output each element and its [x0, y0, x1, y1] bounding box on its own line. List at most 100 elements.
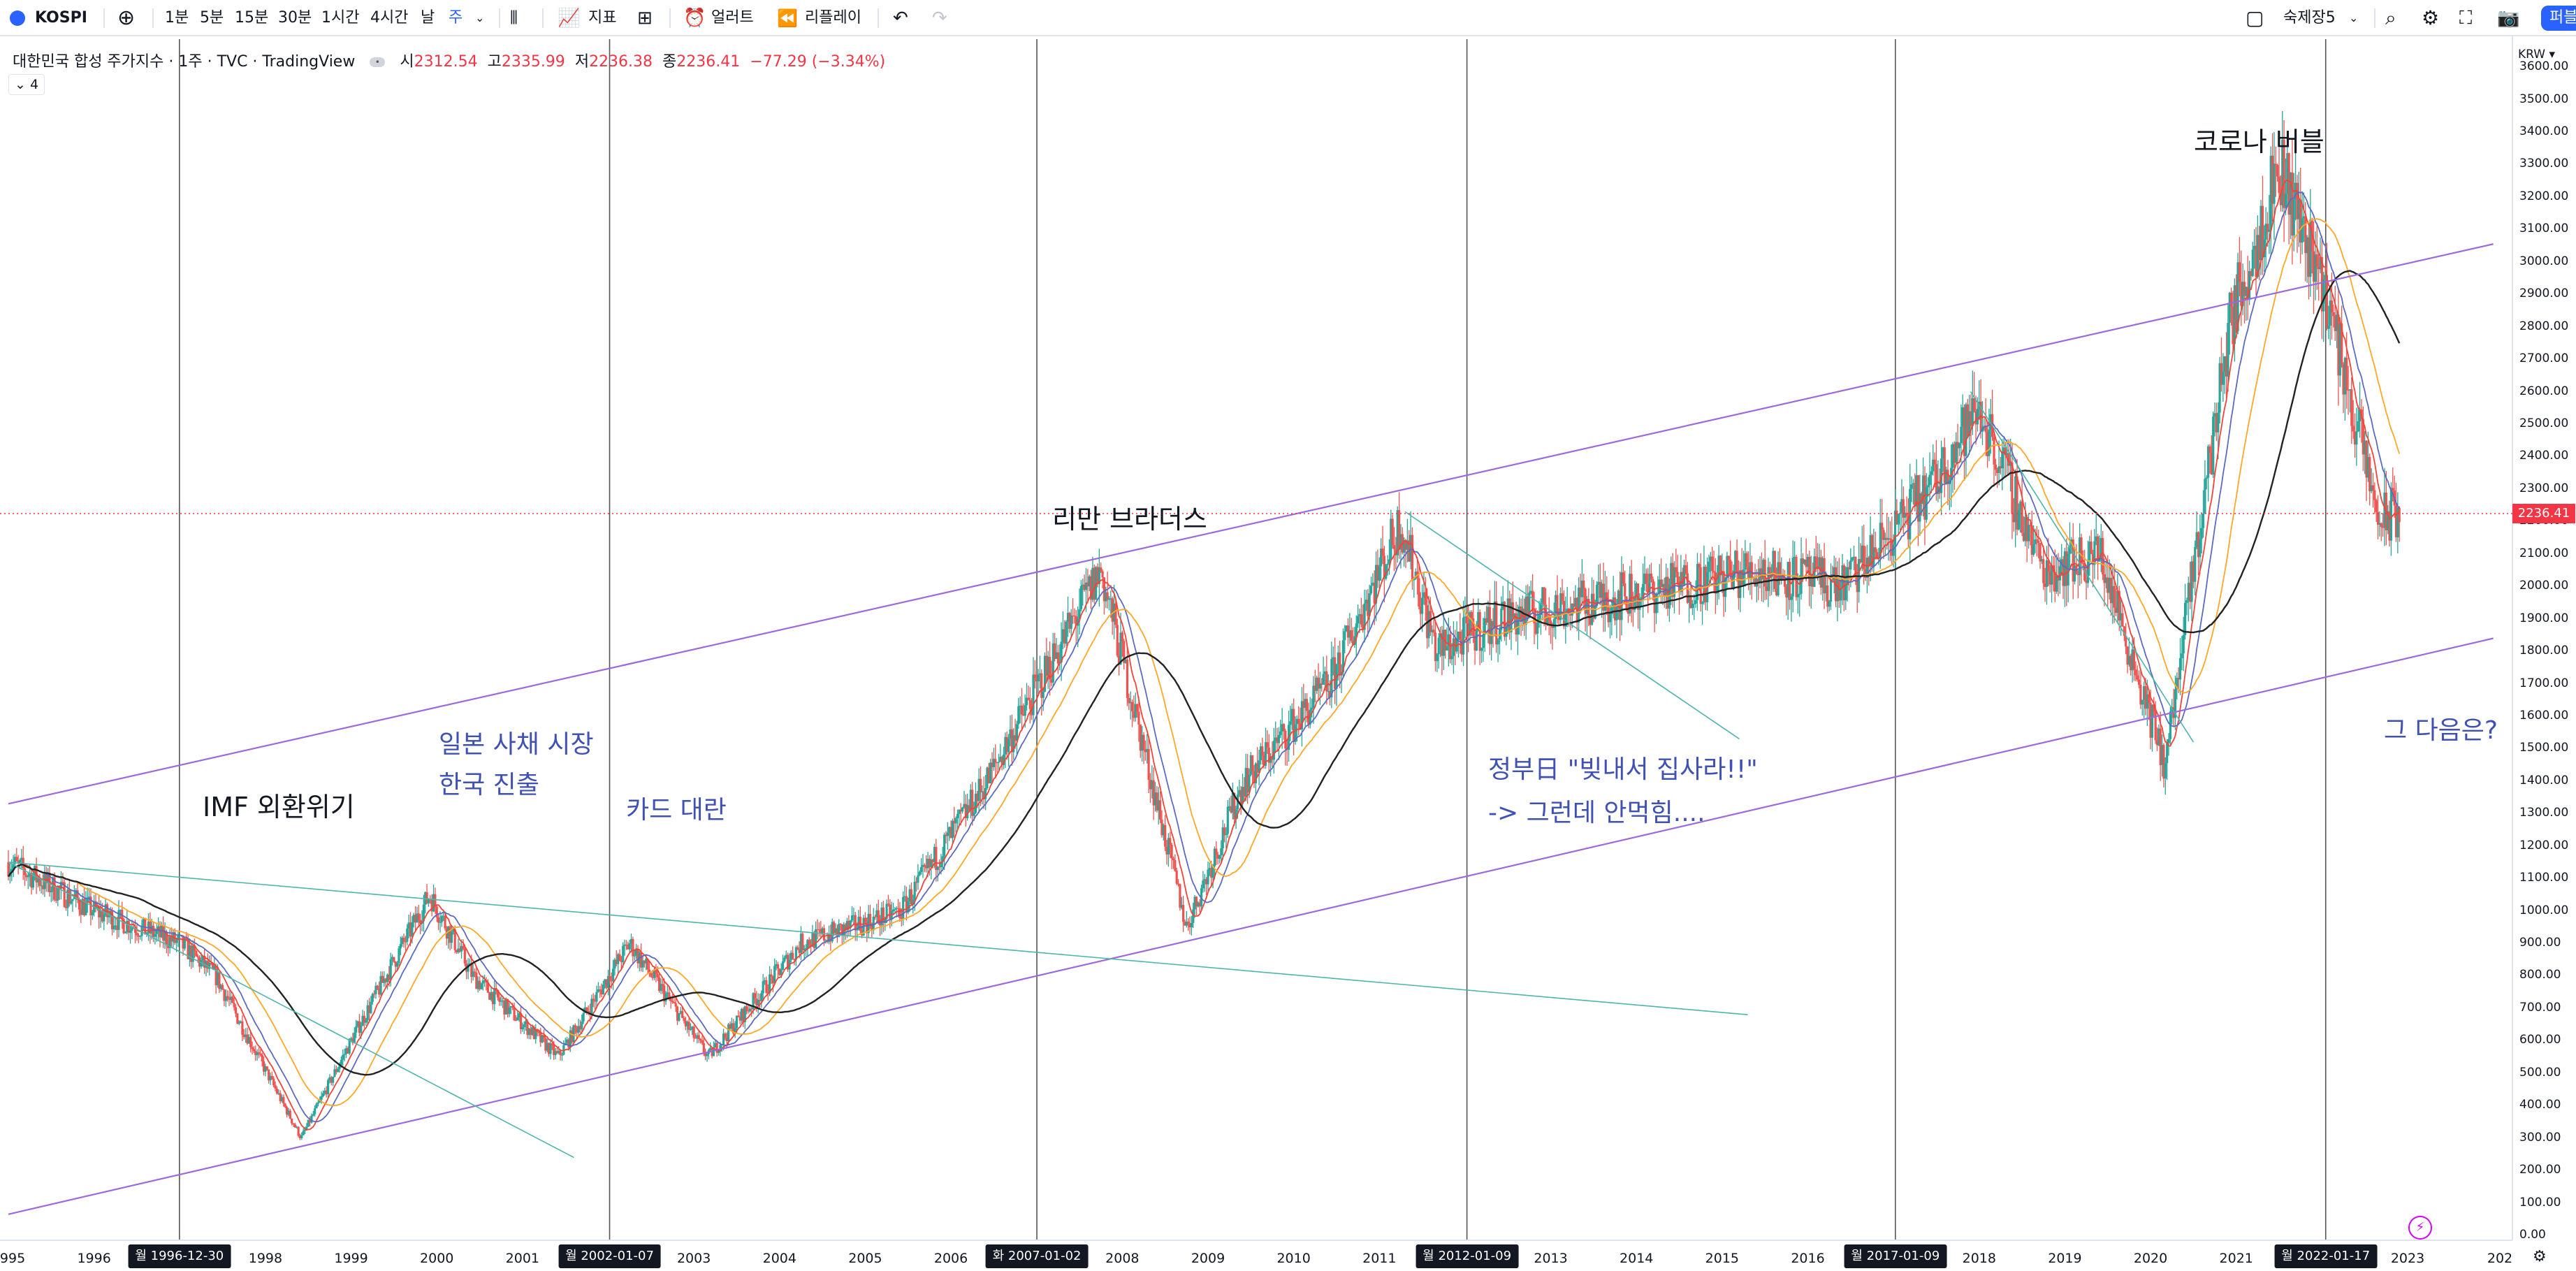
alert-button[interactable]: 얼러트	[711, 9, 754, 27]
candle-body	[321, 1093, 325, 1096]
annotation-lehman[interactable]: 리만 브라더스	[1052, 504, 1207, 535]
candle-body	[1051, 643, 1054, 683]
symbol-logo-icon[interactable]	[10, 10, 25, 26]
candle-body	[1339, 652, 1341, 676]
candle-body	[274, 1085, 277, 1089]
interval-1h[interactable]: 1시간	[321, 9, 360, 27]
interval-week[interactable]: 주	[449, 9, 463, 27]
layout-templates-icon[interactable]: ⊞	[637, 8, 653, 29]
interval-dropdown-chevron-icon[interactable]: ⌄	[475, 11, 485, 24]
candle-body	[956, 813, 959, 818]
symbol-search-button[interactable]: KOSPI	[35, 9, 87, 27]
annotation-card[interactable]: 카드 대란	[626, 796, 727, 825]
annotation-imf[interactable]: IMF 외환위기	[203, 792, 355, 822]
indicators-button[interactable]: 지표	[588, 9, 617, 27]
candle-body	[124, 932, 127, 934]
currency-selector[interactable]: KRW ▾	[2518, 48, 2555, 61]
replay-icon[interactable]: ⏪	[777, 8, 798, 28]
candle-body	[2055, 575, 2058, 592]
annotation-japan-1[interactable]: 일본 사채 시장	[439, 730, 594, 759]
interval-4h[interactable]: 4시간	[370, 9, 409, 27]
time-tick-label: 2020	[2133, 1251, 2168, 1266]
candle-body	[20, 857, 23, 860]
layout-name-button[interactable]: 숙제장5	[2283, 9, 2336, 27]
candle-body	[15, 857, 18, 862]
candle-body	[910, 889, 913, 905]
candle-body	[2019, 501, 2022, 511]
redo-icon[interactable]: ↷	[932, 8, 947, 29]
candle-body	[1376, 565, 1379, 581]
candle-body	[2281, 139, 2284, 205]
candle-body	[1266, 742, 1269, 748]
candle-body	[1842, 565, 1845, 601]
lightning-icon[interactable]: ⚡	[2408, 1216, 2432, 1240]
compare-add-icon[interactable]: ⊕	[117, 6, 136, 30]
indicators-icon[interactable]: 📈	[558, 8, 581, 29]
candle-body	[2289, 172, 2292, 215]
search-icon[interactable]: ⌕	[2385, 6, 2396, 29]
candle-body	[1109, 598, 1112, 600]
publish-button[interactable]: 퍼블	[2541, 6, 2576, 31]
layout-chevron-down-icon[interactable]: ⌄	[2349, 11, 2359, 24]
candle-body	[712, 1047, 715, 1056]
candle-body	[1689, 597, 1692, 609]
fullscreen-icon[interactable]: ⛶	[2459, 8, 2473, 29]
candle-body	[1295, 718, 1298, 725]
candle-body	[1334, 657, 1337, 689]
candle-body	[1636, 583, 1640, 610]
candle-body	[820, 929, 822, 934]
candle-body	[1374, 565, 1378, 604]
legend-collapse-button[interactable]: ⌄ 4	[8, 74, 45, 95]
interval-1m[interactable]: 1분	[165, 9, 189, 27]
candle-body	[1095, 567, 1098, 600]
candle-body	[1678, 584, 1681, 593]
candles-chart-type-icon[interactable]: ⫴	[510, 8, 518, 29]
candle-body	[340, 1059, 343, 1065]
candle-body	[1032, 674, 1035, 716]
candle-body	[1976, 409, 1979, 425]
price-tick-label: 2400.00	[2519, 449, 2569, 463]
interval-day[interactable]: 날	[421, 9, 435, 27]
layout-square-icon[interactable]: ▢	[2246, 6, 2264, 29]
candle-body	[1778, 562, 1782, 581]
candle-body	[2302, 216, 2306, 219]
annotation-gov-1[interactable]: 정부日 "빚내서 집사라!!"	[1488, 755, 1758, 784]
candle-body	[943, 834, 946, 857]
candle-body	[1920, 493, 1923, 504]
annotation-gov-2[interactable]: -> 그런데 안먹힘....	[1488, 799, 1705, 827]
alert-clock-icon[interactable]: ⏰	[683, 8, 706, 29]
market-status-icon[interactable]: •	[370, 57, 386, 67]
candle-body	[537, 1032, 541, 1033]
candle-body	[2334, 316, 2336, 331]
annotation-next[interactable]: 그 다음은?	[2384, 716, 2498, 745]
candle-body	[1933, 459, 1936, 465]
axis-settings-gear-icon[interactable]: ⚙	[2533, 1248, 2547, 1265]
candle-body	[2167, 739, 2170, 743]
candle-body	[592, 998, 595, 1001]
candle-body	[1785, 586, 1788, 598]
candle-body	[231, 996, 234, 1003]
annotation-corona[interactable]: 코로나 버블	[2194, 126, 2324, 157]
candle-body	[1482, 634, 1485, 648]
candle-body	[986, 767, 989, 788]
replay-button[interactable]: 리플레이	[805, 9, 861, 27]
interval-15m[interactable]: 15분	[235, 9, 269, 27]
camera-icon[interactable]: 📷	[2497, 8, 2520, 29]
candle-body	[78, 899, 81, 910]
candle-body	[992, 758, 995, 767]
candle-body	[284, 1103, 286, 1107]
undo-icon[interactable]: ↶	[893, 8, 908, 29]
candle-body	[1388, 559, 1391, 564]
candle-body	[724, 1033, 727, 1038]
candle-body	[435, 906, 438, 917]
annotation-japan-2[interactable]: 한국 진출	[439, 771, 539, 799]
interval-5m[interactable]: 5분	[200, 9, 224, 27]
candle-body	[753, 993, 757, 999]
price-chart[interactable]	[0, 36, 2576, 1271]
candle-body	[1887, 538, 1890, 540]
candle-body	[1596, 584, 1599, 607]
interval-30m[interactable]: 30분	[278, 9, 312, 27]
candle-body	[877, 910, 880, 921]
candle-body	[1594, 606, 1596, 619]
gear-icon[interactable]: ⚙	[2422, 6, 2440, 29]
